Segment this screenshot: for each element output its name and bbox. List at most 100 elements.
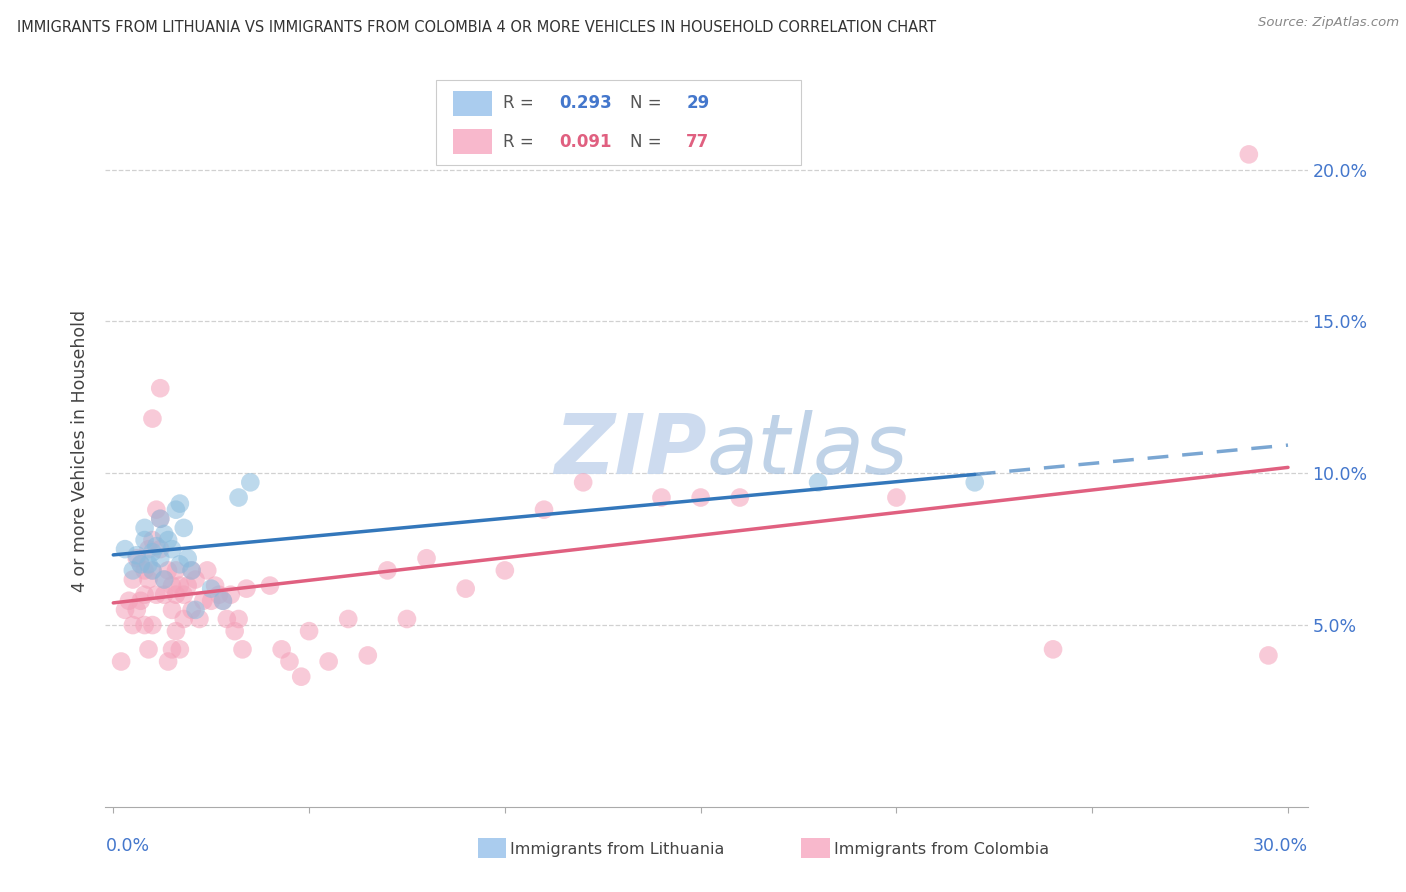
Point	[110, 655, 132, 669]
Text: N =: N =	[630, 133, 666, 151]
Point	[176, 551, 198, 566]
Point	[239, 475, 262, 490]
Point	[141, 563, 163, 577]
Point	[160, 578, 183, 592]
Text: R =: R =	[503, 133, 540, 151]
Point	[1257, 648, 1279, 663]
Point	[415, 551, 437, 566]
Point	[231, 642, 253, 657]
Point	[153, 573, 176, 587]
Point	[134, 618, 156, 632]
Text: atlas: atlas	[707, 410, 908, 491]
Point	[228, 612, 250, 626]
Point	[145, 502, 167, 516]
Point	[149, 551, 172, 566]
Point	[180, 563, 202, 577]
Point	[180, 563, 202, 577]
Point	[129, 594, 152, 608]
Point	[157, 533, 180, 547]
Point	[157, 655, 180, 669]
Point	[149, 512, 172, 526]
Point	[129, 558, 152, 572]
Point	[145, 588, 167, 602]
Point	[219, 588, 242, 602]
Point	[357, 648, 380, 663]
Point	[337, 612, 360, 626]
Point	[141, 563, 163, 577]
Point	[169, 578, 191, 592]
Point	[145, 539, 167, 553]
Point	[728, 491, 751, 505]
Point	[134, 563, 156, 577]
Point	[125, 548, 148, 562]
Point	[173, 588, 195, 602]
Point	[212, 594, 235, 608]
Text: N =: N =	[630, 95, 666, 112]
Point	[121, 618, 143, 632]
Point	[176, 578, 198, 592]
Point	[193, 594, 215, 608]
Point	[138, 573, 160, 587]
Point	[184, 603, 207, 617]
Text: Immigrants from Lithuania: Immigrants from Lithuania	[510, 842, 724, 856]
Point	[141, 411, 163, 425]
Point	[169, 642, 191, 657]
Point	[1042, 642, 1064, 657]
Point	[298, 624, 321, 639]
Point	[169, 558, 191, 572]
Point	[228, 491, 250, 505]
Point	[160, 542, 183, 557]
Point	[454, 582, 477, 596]
Text: R =: R =	[503, 95, 540, 112]
Point	[200, 582, 222, 596]
Point	[114, 542, 136, 557]
Point	[204, 578, 226, 592]
Point	[963, 475, 986, 490]
Point	[125, 603, 148, 617]
Point	[395, 612, 418, 626]
Text: 0.0%: 0.0%	[105, 837, 149, 855]
Point	[141, 533, 163, 547]
Point	[212, 594, 235, 608]
Point	[149, 512, 172, 526]
Point	[160, 642, 183, 657]
Point	[157, 563, 180, 577]
Point	[121, 563, 143, 577]
Point	[160, 603, 183, 617]
Point	[173, 612, 195, 626]
Text: 29: 29	[686, 95, 710, 112]
Point	[1237, 147, 1260, 161]
Point	[278, 655, 301, 669]
Point	[138, 542, 160, 557]
Point	[290, 670, 312, 684]
Point	[118, 594, 141, 608]
Point	[114, 603, 136, 617]
Point	[533, 502, 555, 516]
Point	[165, 624, 187, 639]
Point	[886, 491, 908, 505]
Point	[169, 497, 191, 511]
Text: 0.293: 0.293	[560, 95, 613, 112]
Point	[129, 558, 152, 572]
Point	[134, 521, 156, 535]
Point	[121, 573, 143, 587]
Point	[215, 612, 238, 626]
Point	[235, 582, 257, 596]
Point	[149, 542, 172, 557]
Text: Source: ZipAtlas.com: Source: ZipAtlas.com	[1258, 16, 1399, 29]
Text: Immigrants from Colombia: Immigrants from Colombia	[834, 842, 1049, 856]
Point	[377, 563, 399, 577]
Point	[153, 588, 176, 602]
Point	[200, 594, 222, 608]
Point	[188, 612, 211, 626]
Point	[208, 588, 231, 602]
Point	[807, 475, 830, 490]
Point	[141, 618, 163, 632]
Point	[134, 533, 156, 547]
Point	[173, 521, 195, 535]
Point	[494, 563, 516, 577]
Point	[180, 603, 202, 617]
Point	[153, 527, 176, 541]
Text: ZIP: ZIP	[554, 410, 707, 491]
Y-axis label: 4 or more Vehicles in Household: 4 or more Vehicles in Household	[72, 310, 90, 591]
